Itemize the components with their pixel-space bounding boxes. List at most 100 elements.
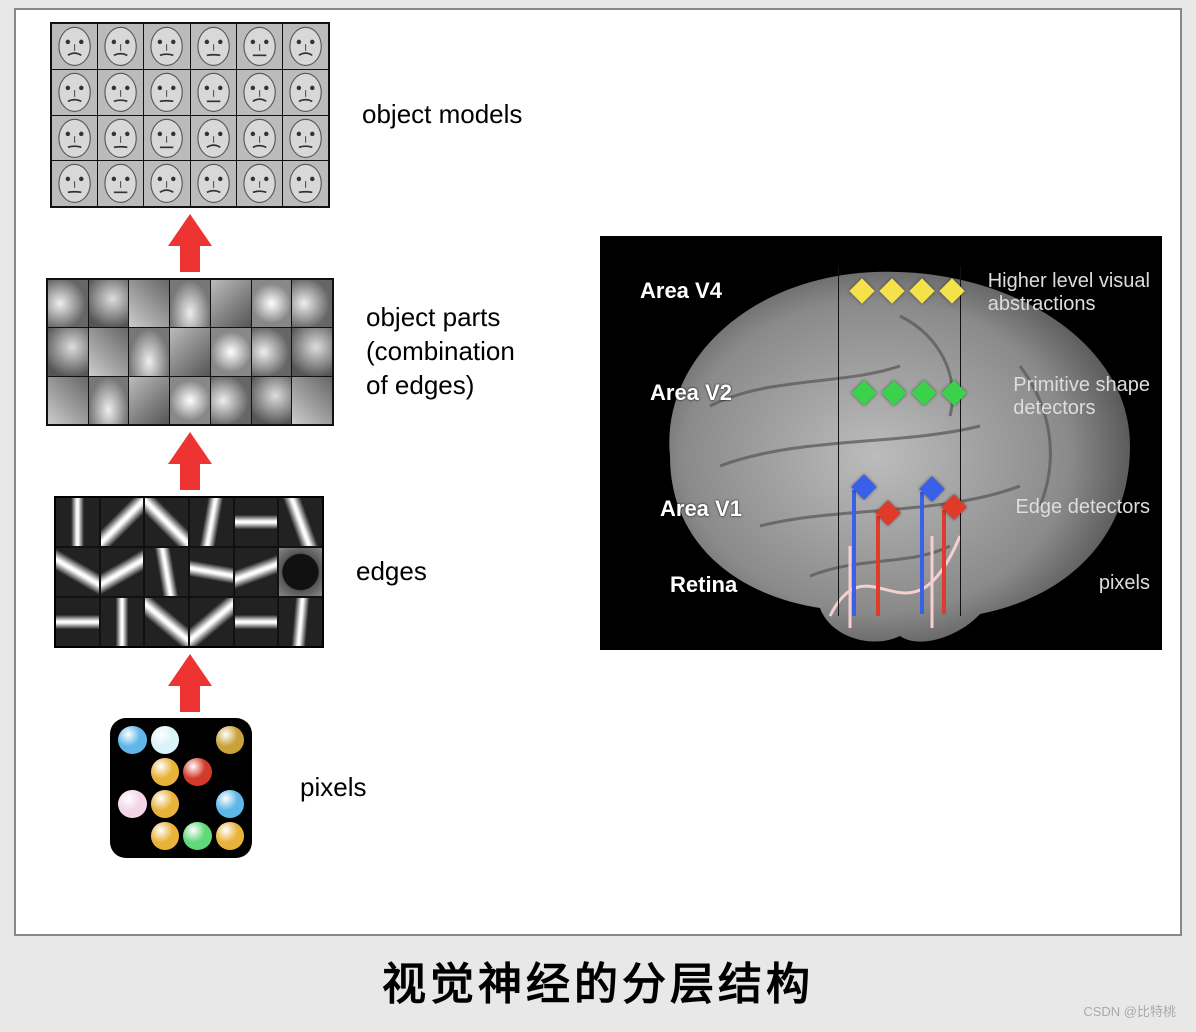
arrow-head-icon <box>168 432 212 464</box>
face-cell <box>144 70 189 115</box>
guide-line-icon <box>838 266 839 616</box>
part-cell <box>129 328 169 375</box>
area-v1-label: Area V1 <box>660 496 742 522</box>
face-cell <box>283 70 328 115</box>
part-cell <box>292 280 332 327</box>
part-cell <box>211 328 251 375</box>
part-cell <box>252 280 292 327</box>
arrow-2 <box>46 432 334 490</box>
v4-desc: Higher level visual abstractions <box>988 270 1150 316</box>
part-cell <box>211 377 251 424</box>
edge-cell <box>235 548 278 596</box>
part-cell <box>48 280 88 327</box>
level-object-models: object models <box>46 22 586 208</box>
parts-grid <box>46 278 334 426</box>
label-object-models: object models <box>362 98 522 132</box>
edge-cell <box>235 498 278 546</box>
pixel-dot <box>151 790 180 818</box>
face-cell <box>283 24 328 69</box>
diagram-title: 视觉神经的分层结构 <box>0 948 1196 1012</box>
edge-cell <box>235 598 278 646</box>
watermark: CSDN @比特桃 <box>1083 1001 1176 1020</box>
face-cell <box>52 70 97 115</box>
brain-panel: Area V4 Higher level visual abstractions… <box>600 236 1162 650</box>
edge-cell <box>190 498 233 546</box>
edge-cell <box>101 498 144 546</box>
area-v2-label: Area V2 <box>650 380 732 406</box>
guide-line-icon <box>960 266 961 616</box>
edge-cell <box>101 598 144 646</box>
arrow-head-icon <box>168 654 212 686</box>
part-cell <box>252 377 292 424</box>
area-v4-label: Area V4 <box>640 278 722 304</box>
pixel-dot <box>216 822 245 850</box>
pixel-dot <box>183 790 212 818</box>
pixel-dot <box>216 726 245 754</box>
face-cell <box>144 161 189 206</box>
edge-cell <box>145 498 188 546</box>
face-cell <box>98 70 143 115</box>
edge-cell <box>279 548 322 596</box>
edge-cell <box>279 598 322 646</box>
pixel-dot <box>151 822 180 850</box>
face-cell <box>237 116 282 161</box>
part-cell <box>89 328 129 375</box>
pixel-dot <box>118 726 147 754</box>
label-object-parts: object parts (combination of edges) <box>366 301 515 402</box>
label-pixels: pixels <box>300 771 366 805</box>
face-cell <box>237 161 282 206</box>
pixel-dot <box>183 726 212 754</box>
arrow-head-icon <box>168 214 212 246</box>
face-cell <box>191 116 236 161</box>
edge-cell <box>145 598 188 646</box>
retina-desc: pixels <box>1099 572 1150 595</box>
label-edges: edges <box>356 555 427 589</box>
face-cell <box>191 24 236 69</box>
part-cell <box>170 328 210 375</box>
face-cell <box>283 161 328 206</box>
edge-cell <box>56 598 99 646</box>
face-cell <box>237 24 282 69</box>
edges-grid <box>54 496 324 648</box>
face-cell <box>144 116 189 161</box>
diagram-frame: object models object parts (combination … <box>14 8 1182 936</box>
part-cell <box>48 328 88 375</box>
face-cell <box>52 24 97 69</box>
pixel-dot <box>183 822 212 850</box>
faces-grid <box>50 22 330 208</box>
part-cell <box>252 328 292 375</box>
pixel-dot <box>216 758 245 786</box>
v4-dots <box>850 280 964 306</box>
face-cell <box>144 24 189 69</box>
edge-cell <box>56 498 99 546</box>
edge-cell <box>101 548 144 596</box>
part-cell <box>129 377 169 424</box>
face-cell <box>52 116 97 161</box>
pixel-dot <box>183 758 212 786</box>
level-pixels: pixels <box>46 718 586 858</box>
face-cell <box>52 161 97 206</box>
pixel-dot <box>151 758 180 786</box>
arrow-stem-icon <box>180 464 200 490</box>
hierarchy-column: object models object parts (combination … <box>46 22 586 858</box>
part-cell <box>89 280 129 327</box>
pixel-dot <box>118 758 147 786</box>
face-cell <box>191 161 236 206</box>
edge-cell <box>145 548 188 596</box>
level-edges: edges <box>46 496 586 648</box>
part-cell <box>170 377 210 424</box>
edge-cell <box>190 598 233 646</box>
arrow-3 <box>46 654 334 712</box>
arrow-1 <box>46 214 334 272</box>
part-cell <box>292 377 332 424</box>
retina-label: Retina <box>670 572 737 598</box>
edge-cell <box>190 548 233 596</box>
face-cell <box>237 70 282 115</box>
part-cell <box>292 328 332 375</box>
pixels-box <box>110 718 252 858</box>
pixel-dot <box>216 790 245 818</box>
arrow-stem-icon <box>180 686 200 712</box>
face-cell <box>283 116 328 161</box>
v2-dots <box>852 382 966 408</box>
face-cell <box>191 70 236 115</box>
